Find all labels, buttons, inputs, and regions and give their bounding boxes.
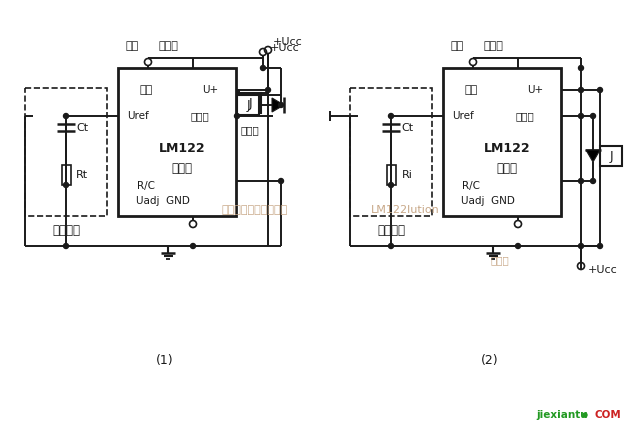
Circle shape: [191, 243, 195, 249]
Polygon shape: [586, 150, 600, 162]
Text: 极电集: 极电集: [516, 111, 534, 121]
Circle shape: [579, 66, 584, 71]
Text: LM122: LM122: [159, 142, 205, 155]
Text: 逻辑: 逻辑: [140, 85, 152, 95]
Circle shape: [234, 114, 239, 119]
Circle shape: [591, 178, 595, 183]
Circle shape: [598, 243, 602, 249]
Bar: [25, 88, 107, 216]
Text: Ct: Ct: [76, 123, 88, 133]
Text: jiexiantu: jiexiantu: [536, 410, 588, 420]
Circle shape: [388, 243, 394, 249]
Text: 继电器: 继电器: [491, 255, 509, 265]
Bar: [118, 68, 236, 216]
Text: Uref: Uref: [452, 111, 474, 121]
Text: (1): (1): [156, 353, 174, 366]
Circle shape: [579, 114, 584, 119]
Text: 触发器: 触发器: [483, 41, 503, 51]
Circle shape: [579, 243, 584, 249]
Bar: [239, 93, 261, 113]
Text: J: J: [609, 150, 613, 163]
Circle shape: [260, 66, 266, 71]
Text: R/C: R/C: [462, 181, 480, 191]
Bar: [61, 165, 70, 185]
Circle shape: [591, 114, 595, 119]
Text: LM122: LM122: [484, 142, 531, 155]
Text: J: J: [248, 96, 252, 110]
Circle shape: [583, 413, 587, 417]
Bar: [443, 68, 561, 216]
Text: J: J: [246, 99, 250, 111]
Circle shape: [579, 87, 584, 92]
Text: 继电器: 继电器: [241, 125, 259, 135]
Text: U+: U+: [527, 85, 543, 95]
Text: 极电集: 极电集: [191, 111, 209, 121]
Text: Ri: Ri: [401, 170, 412, 180]
Bar: [237, 95, 259, 115]
Bar: [350, 88, 432, 216]
Circle shape: [598, 87, 602, 92]
Text: COM: COM: [595, 410, 621, 420]
Text: R/C: R/C: [137, 181, 155, 191]
Circle shape: [266, 87, 271, 92]
Text: 升压: 升压: [125, 41, 139, 51]
Text: +Ucc: +Ucc: [273, 37, 303, 47]
Text: Uadj  GND: Uadj GND: [461, 196, 515, 206]
Text: 逻辑: 逻辑: [465, 85, 477, 95]
Text: LM122lution: LM122lution: [371, 205, 440, 215]
Text: 定时电路: 定时电路: [52, 223, 80, 237]
Circle shape: [63, 114, 68, 119]
Text: U+: U+: [202, 85, 218, 95]
Text: 定时电路: 定时电路: [377, 223, 405, 237]
Text: 触发器: 触发器: [158, 41, 178, 51]
Circle shape: [579, 178, 584, 183]
Circle shape: [388, 114, 394, 119]
Circle shape: [278, 103, 284, 107]
Text: Uadj  GND: Uadj GND: [136, 196, 190, 206]
Text: Ct: Ct: [401, 123, 413, 133]
Circle shape: [63, 182, 68, 187]
Text: Rt: Rt: [76, 170, 88, 180]
Bar: [387, 165, 396, 185]
Bar: [600, 146, 622, 166]
Circle shape: [278, 178, 284, 183]
Text: Uref: Uref: [127, 111, 149, 121]
Polygon shape: [272, 98, 284, 112]
Text: +Ucc: +Ucc: [270, 43, 300, 53]
Text: 升压: 升压: [451, 41, 463, 51]
Text: 杭州将睐科技有限公司: 杭州将睐科技有限公司: [222, 205, 288, 215]
Circle shape: [63, 243, 68, 249]
Text: +Ucc: +Ucc: [588, 265, 618, 275]
Circle shape: [515, 243, 520, 249]
Circle shape: [388, 182, 394, 187]
Text: (2): (2): [481, 353, 499, 366]
Text: 发射极: 发射极: [172, 162, 193, 174]
Text: 发射极: 发射极: [497, 162, 518, 174]
